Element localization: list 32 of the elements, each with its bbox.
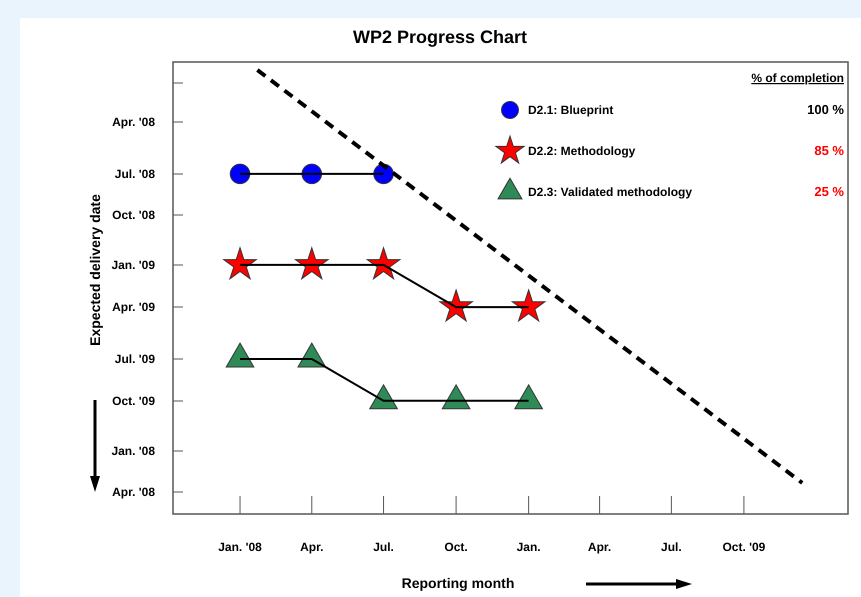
legend-label: D2.2: Methodology [528,144,636,158]
x-tick-label: Oct. [444,540,468,554]
point [514,384,543,410]
x-tick-label: Apr. [300,540,324,554]
point [512,289,546,322]
text: Apr. '08 [112,485,156,500]
legend-title: % of completion [751,71,844,85]
legend-label: D2.3: Validated methodology [528,185,692,199]
x-tick-label: Apr. [588,540,612,554]
text: Jul. '09 [114,352,156,366]
x-tick-label: Jul. [661,540,682,554]
point [226,342,254,368]
text: Jan. '09 [111,258,156,272]
x-tick-label: Jan. [516,540,541,554]
point [230,164,250,184]
chart-title: WP2 Progress Chart [352,27,528,47]
text: Jul. '08 [114,167,156,182]
text: Apr. '08 [112,115,156,130]
text: Oct. '09 [112,394,156,408]
annotation: 85 % [814,143,844,158]
x-tick-label: Oct. '09 [722,540,766,554]
x-tick-label: Jan. '08 [218,540,262,554]
legend-label: D2.1: Blueprint [528,103,614,117]
x-tick-label: Jul. [373,540,394,554]
text: Oct. '08 [112,208,156,222]
annotation: 25 % [814,184,844,199]
annotation: 100 % [807,102,844,117]
x-axis-title: Reporting month [402,575,514,591]
point [223,247,257,280]
y-axis-title: Expected delivery date [87,194,103,346]
text: Apr. '09 [112,300,156,314]
text: Jan. '08 [111,444,156,458]
